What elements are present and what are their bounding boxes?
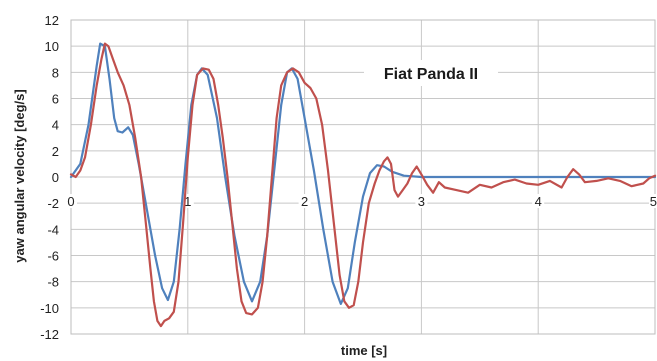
y-tick-label: 10 <box>45 39 59 54</box>
y-tick-label: 4 <box>52 118 59 133</box>
x-tick-label: 1 <box>184 194 191 209</box>
y-tick-label: 12 <box>45 13 59 28</box>
series-line-2 <box>69 42 657 328</box>
series-line-1 <box>69 42 657 305</box>
y-tick-label: 8 <box>52 65 59 80</box>
y-tick-label: -6 <box>47 249 59 264</box>
y-tick-label: 6 <box>52 92 59 107</box>
x-tick-label-background <box>415 194 428 208</box>
y-tick-label: -10 <box>40 301 59 316</box>
annotation-background <box>364 60 498 86</box>
y-axis-label: yaw angular velocity [deg/s] <box>12 89 27 262</box>
x-tick-label-background <box>532 194 545 208</box>
series-lines <box>69 42 657 328</box>
y-tick-label: -8 <box>47 275 59 290</box>
x-tick-label: 0 <box>67 194 74 209</box>
x-tick-label-background <box>298 194 311 208</box>
y-tick-label: 2 <box>52 144 59 159</box>
y-tick-label: -4 <box>47 222 59 237</box>
x-tick-label-background <box>65 194 77 208</box>
y-tick-label: 0 <box>52 170 59 185</box>
x-tick-label: 4 <box>535 194 542 209</box>
x-axis-label: time [s] <box>341 343 387 358</box>
annotation: Fiat Panda II <box>364 60 498 86</box>
y-tick-label: -2 <box>47 196 59 211</box>
x-tick-label-background <box>649 194 657 208</box>
y-tick-labels: 12 10 8 6 4 2 0 -2 -4 -6 -8 -10 -12 <box>40 13 59 342</box>
x-tick-label: 2 <box>301 194 308 209</box>
chart-annotation: Fiat Panda II <box>384 66 478 83</box>
y-tick-label: -12 <box>40 327 59 342</box>
x-tick-label: 5 <box>650 194 657 209</box>
x-tick-label: 3 <box>418 194 425 209</box>
